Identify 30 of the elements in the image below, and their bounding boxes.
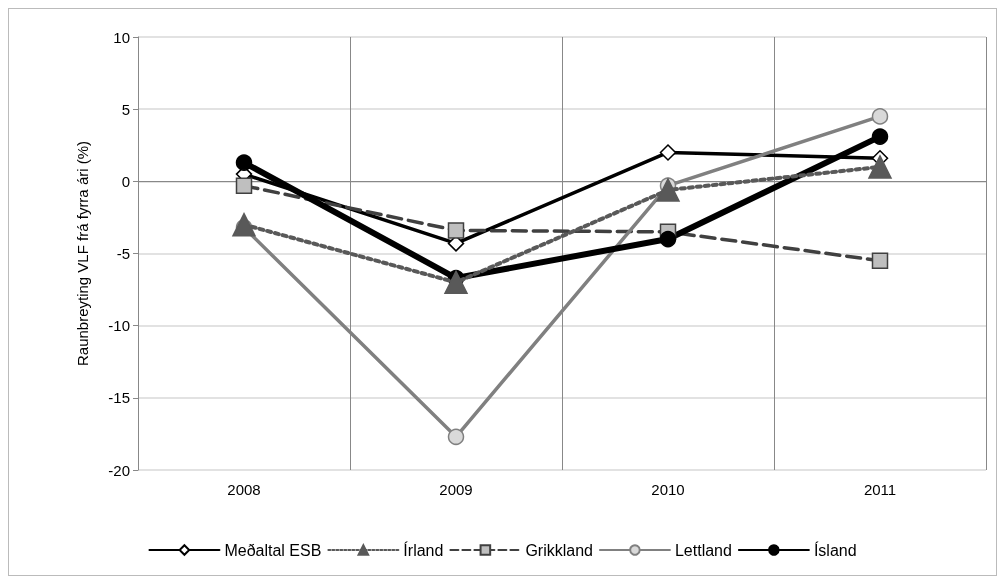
legend-label: Ísland	[813, 540, 857, 559]
y-axis-title: Raunbreyting VLF frá fyrra ári (%)	[74, 140, 91, 367]
point	[656, 178, 680, 202]
x-tick-label: 2011	[863, 481, 897, 498]
x-tick-label: 2008	[227, 481, 261, 498]
point	[871, 252, 889, 269]
point	[232, 212, 256, 237]
point	[447, 222, 465, 239]
x-tick-label: 2009	[439, 481, 473, 498]
legend-label: Grikkland	[525, 541, 593, 559]
point	[868, 155, 892, 179]
point	[444, 270, 468, 295]
point	[659, 230, 677, 248]
legend-label: Írland	[403, 540, 444, 559]
y-tick-label: -15	[108, 389, 130, 407]
y-tick-label: -20	[108, 461, 130, 479]
legend-label: Lettland	[674, 541, 732, 559]
point	[235, 154, 253, 171]
point	[871, 128, 889, 145]
point	[235, 177, 253, 194]
y-tick-label: -5	[116, 245, 130, 262]
point	[871, 108, 889, 125]
y-tick-label: -10	[108, 317, 130, 335]
y-tick-label: 5	[121, 100, 130, 118]
x-tick-label: 2010	[651, 481, 685, 498]
y-tick-label: 0	[121, 172, 130, 190]
point	[659, 144, 677, 161]
legend-label: Meðaltal ESB	[224, 541, 322, 559]
point	[447, 428, 465, 446]
y-tick-label: 10	[113, 28, 130, 46]
